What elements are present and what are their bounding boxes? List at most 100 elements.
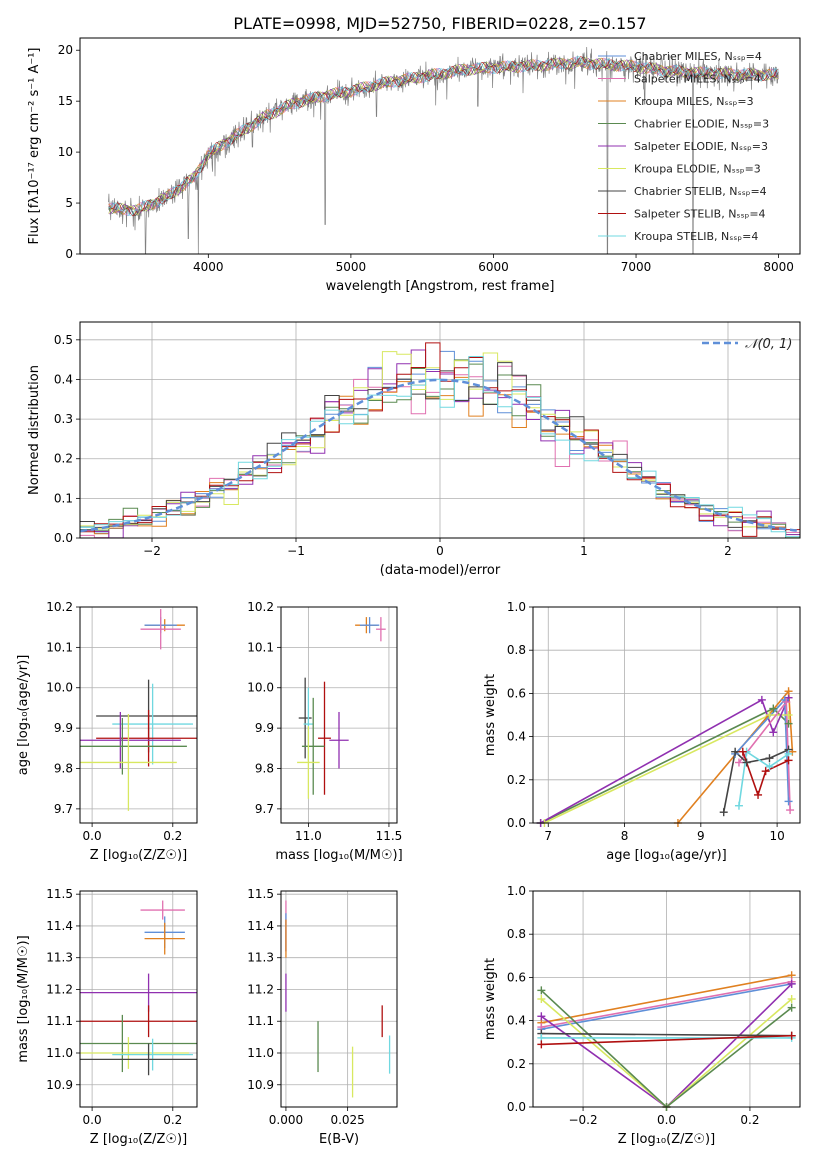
axes-frame bbox=[280, 606, 398, 824]
axes-frame bbox=[532, 606, 801, 824]
y-tick-label: 0.5 bbox=[54, 333, 73, 347]
legend-label: Chabrier MILES, Nₛₛₚ=4 bbox=[634, 50, 762, 63]
y-tick-label: 10.0 bbox=[247, 681, 274, 695]
x-tick-label: 11.5 bbox=[376, 829, 403, 843]
x-tick-label: 0.2 bbox=[163, 829, 182, 843]
mass_vs_Z-panel: 0.0 0.2 10.9 11.0 11.1 11.2 11.3 11.4 11.5 Z [log… bbox=[16, 887, 198, 1147]
x-tick-label: 0 bbox=[436, 544, 444, 558]
y-tick-label: 0.4 bbox=[507, 730, 526, 744]
y-axis-label: mass [log₁₀(M/M☉)] bbox=[16, 935, 31, 1062]
y-tick-label: 11.4 bbox=[46, 919, 73, 933]
y-tick-label: 0.4 bbox=[54, 372, 73, 386]
x-tick-label: 0.2 bbox=[740, 1113, 759, 1127]
age_vs_Z-panel: 0.0 0.2 9.7 9.8 9.9 10.0 10.1 10.2 Z [log₁₀(Z/Z☉… bbox=[16, 600, 198, 863]
y-tick-label: 0.0 bbox=[507, 1100, 526, 1114]
normal-curve bbox=[80, 378, 800, 533]
x-tick-label: −1 bbox=[287, 544, 305, 558]
y-tick-label: 0.3 bbox=[54, 412, 73, 426]
massweight_vs_Z-panel: −0.2 0.0 0.2 0.0 0.2 0.4 0.6 0.8 1.0 Z [log₁₀(Z/Z… bbox=[483, 884, 801, 1147]
x-axis-label: Z [log₁₀(Z/Z☉)] bbox=[90, 848, 187, 863]
legend-label: Chabrier STELIB, Nₛₛₚ=4 bbox=[634, 185, 767, 198]
y-tick-label: 10.9 bbox=[46, 1078, 73, 1092]
y-tick-label: 10.2 bbox=[46, 600, 73, 614]
x-tick-label: 11.0 bbox=[295, 829, 322, 843]
x-tick-label: 4000 bbox=[193, 260, 224, 274]
plot-area bbox=[108, 46, 779, 254]
weight-line bbox=[738, 750, 790, 806]
y-tick-label: 0.2 bbox=[54, 452, 73, 466]
y-tick-label: 10.0 bbox=[46, 681, 73, 695]
legend-label: Kroupa MILES, Nₛₛₚ=3 bbox=[634, 95, 754, 108]
y-tick-label: 9.9 bbox=[255, 721, 274, 735]
y-tick-label: 10.1 bbox=[46, 640, 73, 654]
plot-area bbox=[297, 617, 386, 799]
model-spectrum bbox=[108, 56, 779, 217]
observed-spectrum bbox=[108, 46, 779, 254]
weight-line bbox=[742, 751, 789, 798]
figure-title: PLATE=0998, MJD=52750, FIBERID=0228, z=0… bbox=[233, 14, 646, 33]
y-tick-label: 0.0 bbox=[54, 531, 73, 545]
y-tick-label: 9.8 bbox=[54, 761, 73, 775]
x-axis-label: E(B-V) bbox=[319, 1132, 359, 1147]
plot-area bbox=[80, 900, 197, 1076]
model-spectrum bbox=[108, 56, 779, 217]
histogram-step bbox=[80, 356, 800, 538]
x-tick-label: 0.000 bbox=[269, 1113, 303, 1127]
y-tick-label: 10.9 bbox=[247, 1078, 274, 1092]
legend-label: Salpeter STELIB, Nₛₛₚ=4 bbox=[634, 208, 766, 221]
axes-frame bbox=[79, 37, 801, 255]
weight-line bbox=[541, 980, 792, 1028]
y-tick-label: 9.7 bbox=[54, 802, 73, 816]
y-tick-label: 1.0 bbox=[507, 600, 526, 614]
weight-line bbox=[541, 983, 792, 1030]
y-tick-label: 9.7 bbox=[255, 802, 274, 816]
y-tick-label: 11.4 bbox=[247, 919, 274, 933]
x-tick-label: 9 bbox=[697, 829, 705, 843]
y-axis-label: age [log₁₀(age/yr)] bbox=[16, 655, 31, 776]
x-tick-label: 0.025 bbox=[330, 1113, 364, 1127]
y-tick-label: 11.5 bbox=[247, 887, 274, 901]
y-axis-label: mass weight bbox=[483, 958, 498, 1040]
y-tick-label: 11.5 bbox=[46, 887, 73, 901]
x-tick-label: 6000 bbox=[478, 260, 509, 274]
y-tick-label: 0.0 bbox=[507, 816, 526, 830]
plot-area bbox=[540, 974, 793, 1107]
x-tick-label: 0.0 bbox=[83, 1113, 102, 1127]
y-tick-label: 11.0 bbox=[247, 1046, 274, 1060]
y-tick-label: 0.6 bbox=[507, 970, 526, 984]
x-tick-label: −0.2 bbox=[568, 1113, 597, 1127]
weight-line bbox=[541, 1032, 792, 1037]
model-spectrum bbox=[108, 57, 779, 215]
y-tick-label: 5 bbox=[65, 196, 73, 210]
y-tick-label: 9.9 bbox=[54, 721, 73, 735]
y-tick-label: 0.2 bbox=[507, 1057, 526, 1071]
x-axis-label: (data-model)/error bbox=[380, 563, 501, 578]
y-tick-label: 11.2 bbox=[247, 982, 274, 996]
y-tick-label: 1.0 bbox=[507, 884, 526, 898]
age_vs_mass-panel: 11.0 11.5 9.7 9.8 9.9 10.0 10.1 10.2 mass [log₁₀… bbox=[247, 600, 402, 863]
y-tick-label: 0.4 bbox=[507, 1014, 526, 1028]
x-tick-label: 8000 bbox=[763, 260, 794, 274]
x-axis-label: Z [log₁₀(Z/Z☉)] bbox=[90, 1132, 187, 1147]
x-tick-label: 1 bbox=[580, 544, 588, 558]
weight-line bbox=[540, 989, 793, 1107]
y-tick-label: 10.2 bbox=[247, 600, 274, 614]
residual_hist-panel: −2 −1 0 1 2 0.0 0.1 0.2 0.3 0.4 0.5 (data-model)/er… bbox=[27, 321, 801, 578]
x-tick-label: 10 bbox=[769, 829, 784, 843]
legend-label: Kroupa STELIB, Nₛₛₚ=4 bbox=[634, 230, 758, 243]
mass_vs_ebv-panel: 0.000 0.025 10.9 11.0 11.1 11.2 11.3 11.4 11.5 E(… bbox=[247, 887, 398, 1147]
x-tick-label: 2 bbox=[724, 544, 732, 558]
legend-label: Chabrier ELODIE, Nₛₛₚ=3 bbox=[634, 118, 769, 131]
plot-area bbox=[285, 900, 391, 1098]
y-tick-label: 0.8 bbox=[507, 643, 526, 657]
y-tick-label: 0.2 bbox=[507, 773, 526, 787]
model-spectrum bbox=[108, 56, 779, 217]
axes-frame bbox=[532, 890, 801, 1108]
y-tick-label: 11.0 bbox=[46, 1046, 73, 1060]
y-axis-label: mass weight bbox=[483, 674, 498, 756]
x-axis-label: age [log₁₀(age/yr)] bbox=[606, 848, 727, 863]
y-tick-label: 11.3 bbox=[46, 951, 73, 965]
x-tick-label: 0.0 bbox=[83, 829, 102, 843]
weight-line bbox=[541, 1034, 792, 1046]
